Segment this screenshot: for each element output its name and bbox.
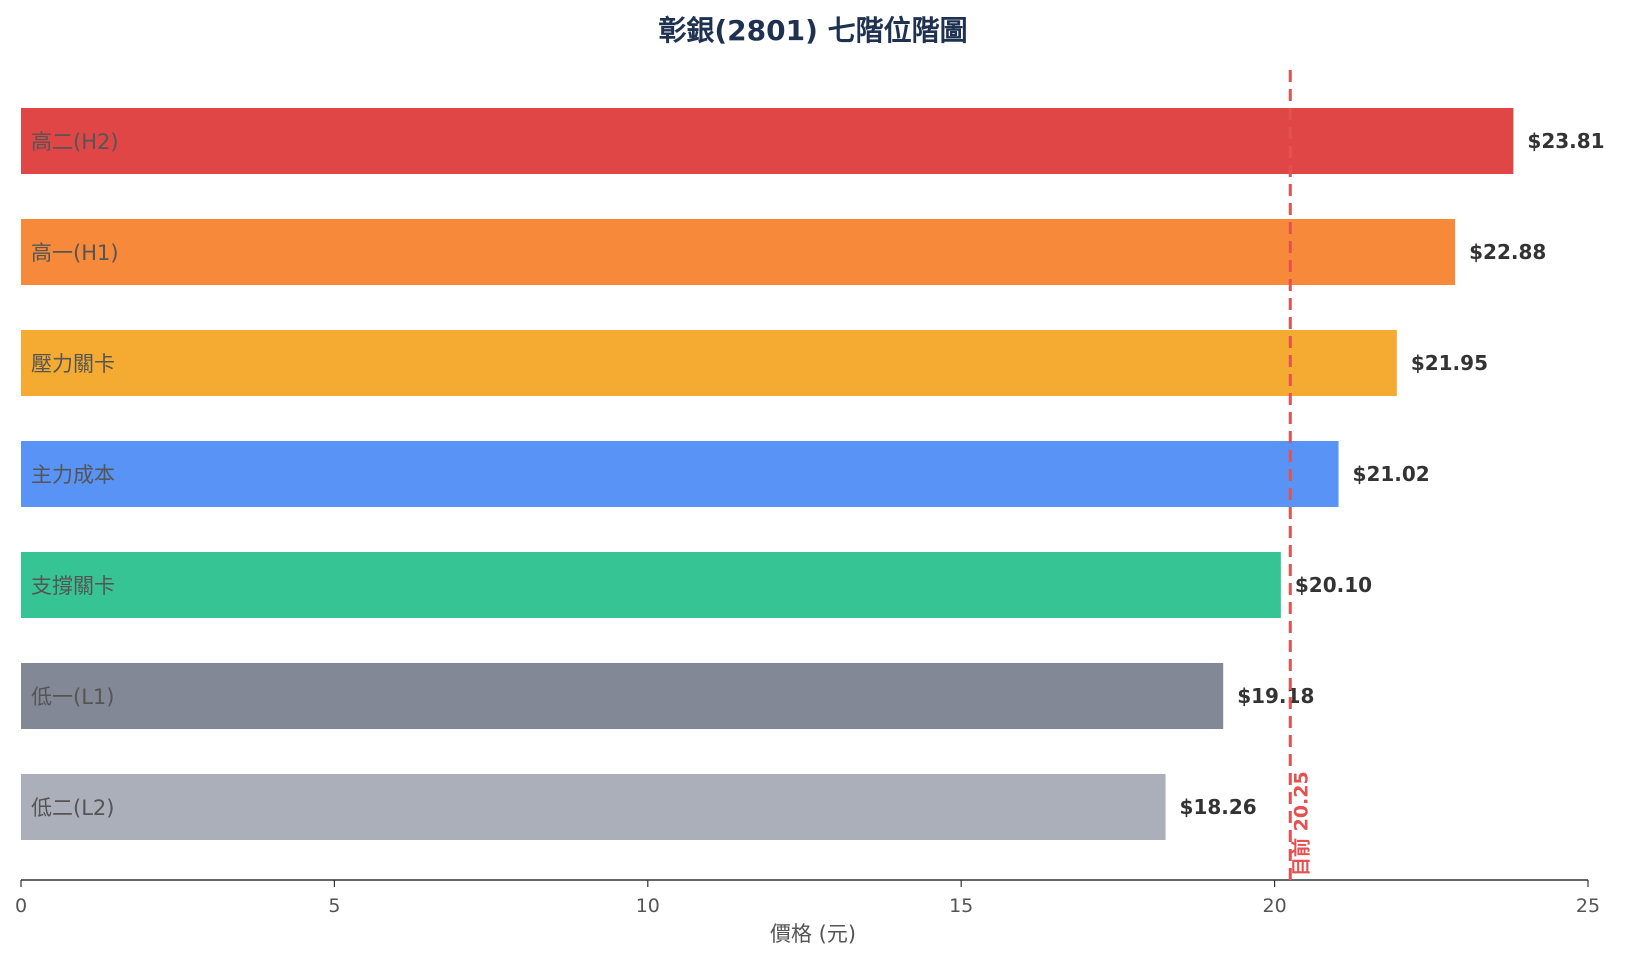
bar-value-label: $18.26 xyxy=(1180,795,1257,819)
chart-title: 彰銀(2801) 七階位階圖 xyxy=(658,14,967,47)
bar-3 xyxy=(21,441,1339,507)
bar-4 xyxy=(21,552,1281,618)
bar-5 xyxy=(21,663,1224,729)
bar-category-label: 壓力關卡 xyxy=(31,352,115,376)
x-tick-label: 10 xyxy=(636,895,660,917)
bar-category-label: 低一(L1) xyxy=(31,685,114,709)
x-tick-label: 20 xyxy=(1263,895,1287,917)
bar-value-label: $22.88 xyxy=(1469,240,1546,264)
bar-value-label: $21.95 xyxy=(1411,351,1488,375)
x-tick-label: 5 xyxy=(328,895,340,917)
bar-2 xyxy=(21,330,1397,396)
x-axis: 0 5 10 15 20 25 xyxy=(15,879,1600,917)
x-tick-label: 25 xyxy=(1576,895,1600,917)
bar-category-label: 主力成本 xyxy=(31,463,115,487)
bar-1 xyxy=(21,219,1456,285)
bar-category-label: 支撐關卡 xyxy=(31,574,115,598)
x-tick-label: 0 xyxy=(15,895,27,917)
current-price-layer: 目前 20.25 xyxy=(1288,70,1312,880)
bar-category-label: 低二(L2) xyxy=(31,796,114,820)
bar-value-label: $21.02 xyxy=(1353,462,1430,486)
bars-layer: 高二(H2) $23.81 高一(H1) $22.88 壓力關卡 $21.95 主力成本 $2… xyxy=(21,108,1605,840)
x-tick-label: 15 xyxy=(949,895,973,917)
bar-6 xyxy=(21,774,1166,840)
bar-category-label: 高一(H1) xyxy=(31,241,119,265)
bar-value-label: $23.81 xyxy=(1527,129,1604,153)
bar-category-label: 高二(H2) xyxy=(31,130,119,154)
current-price-label: 目前 20.25 xyxy=(1289,771,1312,876)
x-axis-title: 價格 (元) xyxy=(770,922,856,946)
bar-value-label: $19.18 xyxy=(1237,684,1314,708)
bar-0 xyxy=(21,108,1514,174)
bar-value-label: $20.10 xyxy=(1295,573,1372,597)
